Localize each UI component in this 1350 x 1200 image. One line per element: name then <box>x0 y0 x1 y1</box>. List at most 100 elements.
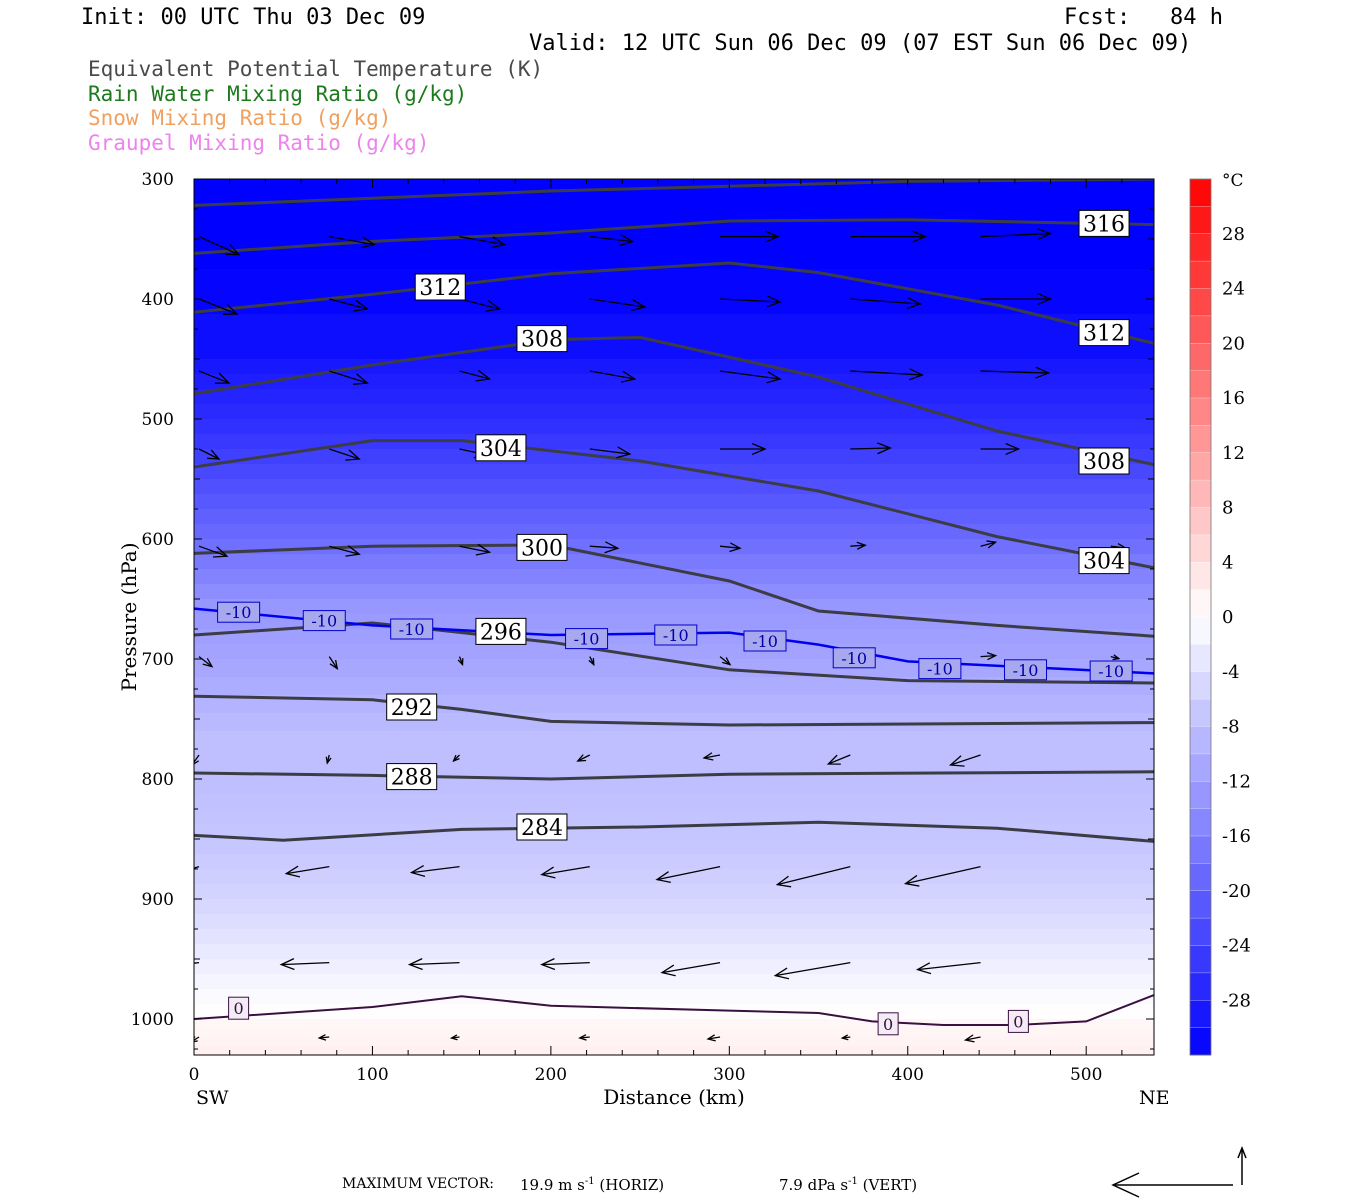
wind-vector <box>980 370 1049 374</box>
x-tick-label: 500 <box>1070 1065 1102 1085</box>
colorbar-cell <box>1190 315 1211 344</box>
temperature-band <box>194 599 1154 615</box>
wind-vector-arrowhead <box>908 368 924 381</box>
temperature-band <box>194 389 1154 405</box>
wind-vector-arrowhead <box>826 754 841 765</box>
theta-e-label: 300 <box>521 536 563 561</box>
wind-vector-arrowhead <box>214 372 231 384</box>
minus10-label-box <box>832 647 876 669</box>
minus10-label: -10 <box>1098 662 1124 681</box>
theta-e-label-box <box>516 325 568 353</box>
colorbar-label: -8 <box>1222 717 1240 738</box>
minus10-label: -10 <box>663 626 689 645</box>
temperature-band <box>194 404 1154 420</box>
colorbar-label: 20 <box>1222 333 1245 354</box>
wind-vector-arrowhead <box>729 542 742 553</box>
minus10-label: -10 <box>927 660 953 679</box>
minus10-label-box <box>918 658 962 680</box>
theta-e-284-line <box>194 820 1154 843</box>
wind-vector <box>198 545 228 557</box>
theta-e-label: 296 <box>480 620 522 645</box>
colorbar-label: 12 <box>1222 443 1245 464</box>
temperature-band <box>194 779 1154 795</box>
max-vector-label: MAXIMUM VECTOR: <box>342 1176 494 1192</box>
wind-vector <box>589 448 630 455</box>
temperature-band <box>194 1037 1154 1047</box>
wind-vector <box>917 961 981 971</box>
wind-vector-arrowhead <box>490 236 507 249</box>
wind-vector-arrowhead <box>773 967 790 980</box>
wind-vector <box>589 545 618 549</box>
minus10-label: -10 <box>399 620 425 639</box>
colorbar-cell <box>1190 534 1211 563</box>
wind-vector <box>980 654 996 658</box>
minus10-isotherm-line <box>194 607 1154 675</box>
theta-e-label-box <box>1078 447 1130 475</box>
wind-vector-arrowhead <box>775 875 792 888</box>
wind-vector <box>329 235 375 246</box>
zero-label-box <box>1007 1009 1029 1033</box>
theta-e-label: 304 <box>1083 550 1125 575</box>
wind-vector-arrowhead <box>475 543 492 556</box>
temperature-band <box>194 479 1154 495</box>
wind-vector-arrowhead <box>722 657 732 666</box>
wind-vector <box>198 656 213 668</box>
minus10-isotherm <box>194 607 1154 675</box>
colorbar-cell <box>1190 863 1211 892</box>
wind-vector <box>411 865 460 874</box>
colorbar-cell <box>1190 452 1211 481</box>
temperature-band <box>194 959 1154 975</box>
wind-vector-arrowhead <box>452 754 460 763</box>
y-tick-label: 1000 <box>131 1010 174 1030</box>
temperature-band <box>194 314 1154 360</box>
colorbar-cell <box>1190 425 1211 454</box>
temperature-band <box>194 944 1154 960</box>
wind-vector-arrowhead <box>1037 228 1053 241</box>
wind-vector <box>703 754 721 759</box>
wind-vector-arrowhead <box>457 658 464 667</box>
title-snow: Snow Mixing Ratio (g/kg) <box>88 106 392 130</box>
wind-vector <box>329 298 368 310</box>
y-tick-label: 500 <box>142 410 174 430</box>
wind-vector <box>541 961 590 966</box>
wind-vector <box>194 865 200 869</box>
wind-vector <box>719 656 731 666</box>
wind-vector-arrowhead <box>588 657 595 667</box>
wind-vector-arrowhead <box>1112 654 1121 661</box>
sw-label: SW <box>196 1087 229 1109</box>
colorbar-label: 28 <box>1222 224 1245 245</box>
wind-vector-arrowhead <box>407 958 423 971</box>
colorbar-cell <box>1190 644 1211 673</box>
wind-vector-arrowhead <box>903 874 920 887</box>
theta-e-label: 284 <box>521 816 563 841</box>
theta-e-316-line <box>194 179 1154 207</box>
wind-vector-arrowhead <box>485 300 502 312</box>
temperature-band <box>194 419 1154 435</box>
wind-vector-arrowhead <box>224 243 241 256</box>
wind-vector-arrowhead <box>207 449 221 460</box>
colorbar-cell <box>1190 480 1211 508</box>
colorbar-label: 8 <box>1222 498 1233 519</box>
wind-vector <box>950 754 981 766</box>
colorbar-frame <box>1189 178 1212 1056</box>
wind-vector <box>661 961 721 974</box>
wind-vector-arrowhead <box>325 756 332 765</box>
temperature-band <box>194 1004 1154 1020</box>
colorbar-label: -12 <box>1222 771 1251 792</box>
colorbar-label: -4 <box>1222 662 1240 683</box>
y-tick-label: 800 <box>142 770 174 790</box>
theta-e-label-box <box>516 533 568 561</box>
temperature-band <box>194 869 1154 885</box>
minus10-label-box <box>390 618 434 640</box>
wind-vector <box>579 1036 590 1039</box>
colorbar-cell <box>1190 808 1211 837</box>
x-tick-label: 300 <box>713 1065 745 1085</box>
wind-vector <box>329 370 368 384</box>
temperature-band <box>194 494 1154 510</box>
wind-vector-arrowhead <box>194 1036 198 1043</box>
temperature-band <box>194 269 1154 315</box>
wind-vector <box>905 865 981 885</box>
max-vert-vector: 7.9 dPa s-1 (VERT) <box>779 1176 917 1194</box>
temperature-band <box>194 644 1154 660</box>
